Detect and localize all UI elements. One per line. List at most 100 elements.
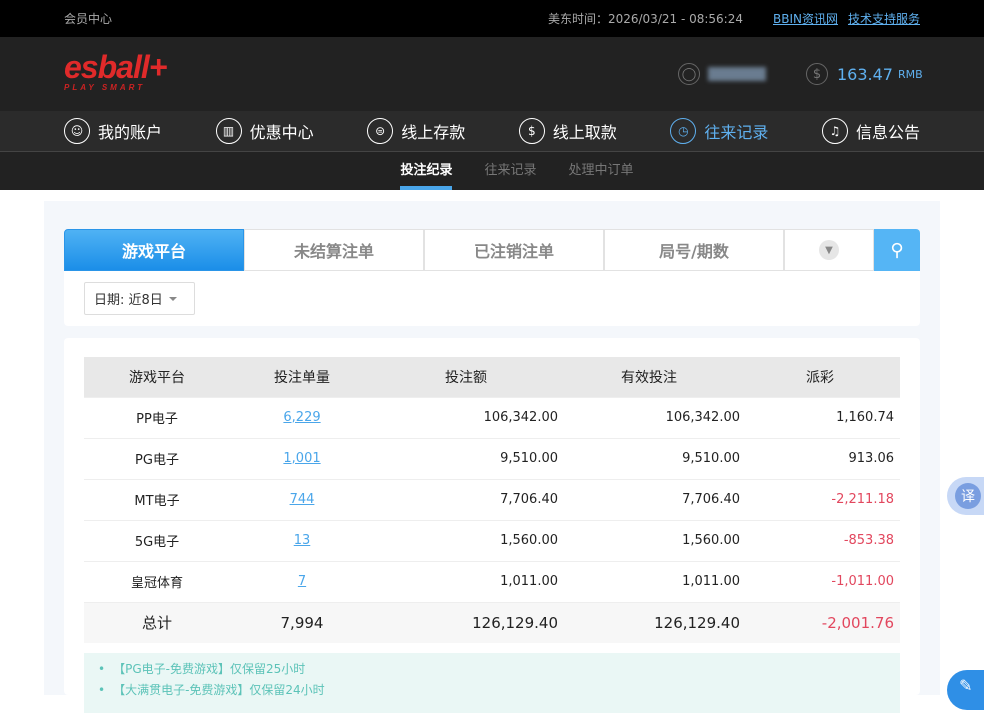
cell: 6,229 xyxy=(230,396,374,438)
sub-nav: 投注纪录 往来记录 处理中订单 xyxy=(0,152,984,190)
table-row: PG电子 1,001 9,510.00 9,510.00 913.06 xyxy=(84,437,900,479)
bet-count-link[interactable]: 6,229 xyxy=(283,410,321,425)
eastern-time: 美东时间：2026/03/21 - 08:56:24 xyxy=(547,12,743,26)
username-blurred xyxy=(708,67,766,81)
cell: 皇冠体育 xyxy=(84,560,230,602)
cell: 1,001 xyxy=(230,437,374,479)
cell: 106,342.00 xyxy=(374,396,558,438)
notes: 【PG电子-免费游戏】仅保留25小时 【大满贯电子-免费游戏】仅保留24小时 xyxy=(84,653,900,713)
tab-game-platform[interactable]: 游戏平台 xyxy=(64,229,244,271)
translate-button[interactable]: 译 xyxy=(947,477,984,515)
balance: $163.47 RMB xyxy=(806,63,923,85)
search-button[interactable]: ⚲ xyxy=(874,229,920,271)
nav-announcements[interactable]: ♫ 信息公告 xyxy=(821,118,920,144)
table-row: 皇冠体育 7 1,011.00 1,011.00 -1,011.00 xyxy=(84,560,900,602)
cell: 744 xyxy=(230,478,374,520)
cell: 13 xyxy=(230,519,374,561)
cell: 126,129.40 xyxy=(558,601,740,643)
bet-count-link[interactable]: 7 xyxy=(297,574,307,589)
member-center-label: 会员中心 xyxy=(64,12,113,26)
cell: 7 xyxy=(230,560,374,602)
cell: 1,160.74 xyxy=(740,396,900,438)
edit-icon: ✎ xyxy=(959,676,973,695)
nav-records[interactable]: ◷ 往来记录 xyxy=(670,118,768,144)
cell: 9,510.00 xyxy=(558,437,740,479)
nav-label: 优惠中心 xyxy=(249,123,314,142)
results-card: 游戏平台 投注单量 投注额 有效投注 派彩 PP电子 6,229 106,342.0… xyxy=(64,338,920,713)
nav-promotions[interactable]: ▥ 优惠中心 xyxy=(215,118,314,144)
col-platform: 游戏平台 xyxy=(84,357,230,397)
cell: PP电子 xyxy=(84,396,230,438)
bet-summary-table: 游戏平台 投注单量 投注额 有效投注 派彩 PP电子 6,229 106,342.0… xyxy=(84,357,900,643)
user-info[interactable]: ◯ xyxy=(678,63,766,85)
currency: RMB xyxy=(897,67,923,81)
cell: MT电子 xyxy=(84,478,230,520)
cell: 1,560.00 xyxy=(374,519,558,561)
chevron-down-icon: ▼ xyxy=(819,240,839,260)
subnav-pending-orders[interactable]: 处理中订单 xyxy=(568,163,634,178)
nav-label: 信息公告 xyxy=(855,123,920,142)
bet-count-link[interactable]: 744 xyxy=(289,492,315,507)
cell: 总计 xyxy=(84,601,230,643)
tab-unsettled[interactable]: 未结算注单 xyxy=(244,229,424,271)
nav-label: 线上取款 xyxy=(552,123,617,142)
tab-round-number[interactable]: 局号/期数 xyxy=(604,229,784,271)
date-range-select[interactable]: 日期: 近8日 xyxy=(84,282,195,315)
nav-withdraw[interactable]: $ 线上取款 xyxy=(518,118,617,144)
nav-label: 线上存款 xyxy=(401,123,466,142)
col-payout: 派彩 xyxy=(740,357,900,397)
cell: 7,994 xyxy=(230,601,374,643)
nav-label: 我的账户 xyxy=(98,123,163,142)
col-bet-count: 投注单量 xyxy=(230,357,374,397)
main-nav: ☺ 我的账户 ▥ 优惠中心 ⊜ 线上存款 $ 线上取款 ◷ 往来记录 ♫ 信息公告 xyxy=(0,111,984,152)
col-valid-bet: 有效投注 xyxy=(558,357,740,397)
cell: 126,129.40 xyxy=(374,601,558,643)
user-icon: ◯ xyxy=(678,63,700,85)
note-item: 【PG电子-免费游戏】仅保留25小时 xyxy=(98,659,886,680)
cell: 7,706.40 xyxy=(374,478,558,520)
total-row: 总计 7,994 126,129.40 126,129.40 -2,001.76 xyxy=(84,601,900,643)
cell: -853.38 xyxy=(740,519,900,561)
balance-amount: 163.47 xyxy=(837,64,893,84)
bet-count-link[interactable]: 13 xyxy=(293,533,311,548)
cell: 1,011.00 xyxy=(374,560,558,602)
table-row: PP电子 6,229 106,342.00 106,342.00 1,160.74 xyxy=(84,396,900,438)
cell: 1,560.00 xyxy=(558,519,740,561)
cell: -2,001.76 xyxy=(740,601,900,643)
cell: 9,510.00 xyxy=(374,437,558,479)
user-icon: ☺ xyxy=(64,118,90,144)
cell: PG电子 xyxy=(84,437,230,479)
filter-card: 游戏平台 未结算注单 已注销注单 局号/期数 ▼ ⚲ 日期: 近8日 xyxy=(64,229,920,326)
table-header: 游戏平台 投注单量 投注额 有效投注 派彩 xyxy=(84,357,900,397)
cell: 106,342.00 xyxy=(558,396,740,438)
search-icon: ⚲ xyxy=(890,239,904,261)
table-row: 5G电子 13 1,560.00 1,560.00 -853.38 xyxy=(84,519,900,561)
edit-floating-button[interactable]: ✎ xyxy=(947,670,984,710)
header: esball+ PLAY SMART ◯ $163.47 RMB xyxy=(0,37,984,111)
nav-my-account[interactable]: ☺ 我的账户 xyxy=(64,118,162,144)
cell: -1,011.00 xyxy=(740,560,900,602)
nav-label: 往来记录 xyxy=(704,123,769,142)
table-row: MT电子 744 7,706.40 7,706.40 -2,211.18 xyxy=(84,478,900,520)
cell: 1,011.00 xyxy=(558,560,740,602)
translate-icon: 译 xyxy=(955,483,981,509)
gift-icon: ▥ xyxy=(215,118,242,144)
tab-cancelled[interactable]: 已注销注单 xyxy=(424,229,604,271)
top-bar: 会员中心 美东时间：2026/03/21 - 08:56:24 BBIN资讯网 … xyxy=(0,0,984,37)
record-icon: ◷ xyxy=(670,118,697,144)
subnav-bet-records[interactable]: 投注纪录 xyxy=(400,152,453,190)
esball-logo[interactable]: esball+ PLAY SMART xyxy=(64,49,167,92)
nav-deposit[interactable]: ⊜ 线上存款 xyxy=(367,118,465,144)
subnav-transactions[interactable]: 往来记录 xyxy=(484,163,537,178)
main-panel: 游戏平台 未结算注单 已注销注单 局号/期数 ▼ ⚲ 日期: 近8日 游戏平台 … xyxy=(44,201,940,713)
note-item: 【大满贯电子-免费游戏】仅保留24小时 xyxy=(98,680,886,701)
withdraw-icon: $ xyxy=(518,118,545,144)
bet-count-link[interactable]: 1,001 xyxy=(283,451,321,466)
col-bet-amount: 投注额 xyxy=(374,357,558,397)
cell: 5G电子 xyxy=(84,519,230,561)
bbin-news-link[interactable]: BBIN资讯网 xyxy=(773,12,838,26)
cell: 913.06 xyxy=(740,437,900,479)
cell: -2,211.18 xyxy=(740,478,900,520)
more-tabs-button[interactable]: ▼ xyxy=(784,229,874,271)
support-link[interactable]: 技术支持服务 xyxy=(847,12,920,26)
